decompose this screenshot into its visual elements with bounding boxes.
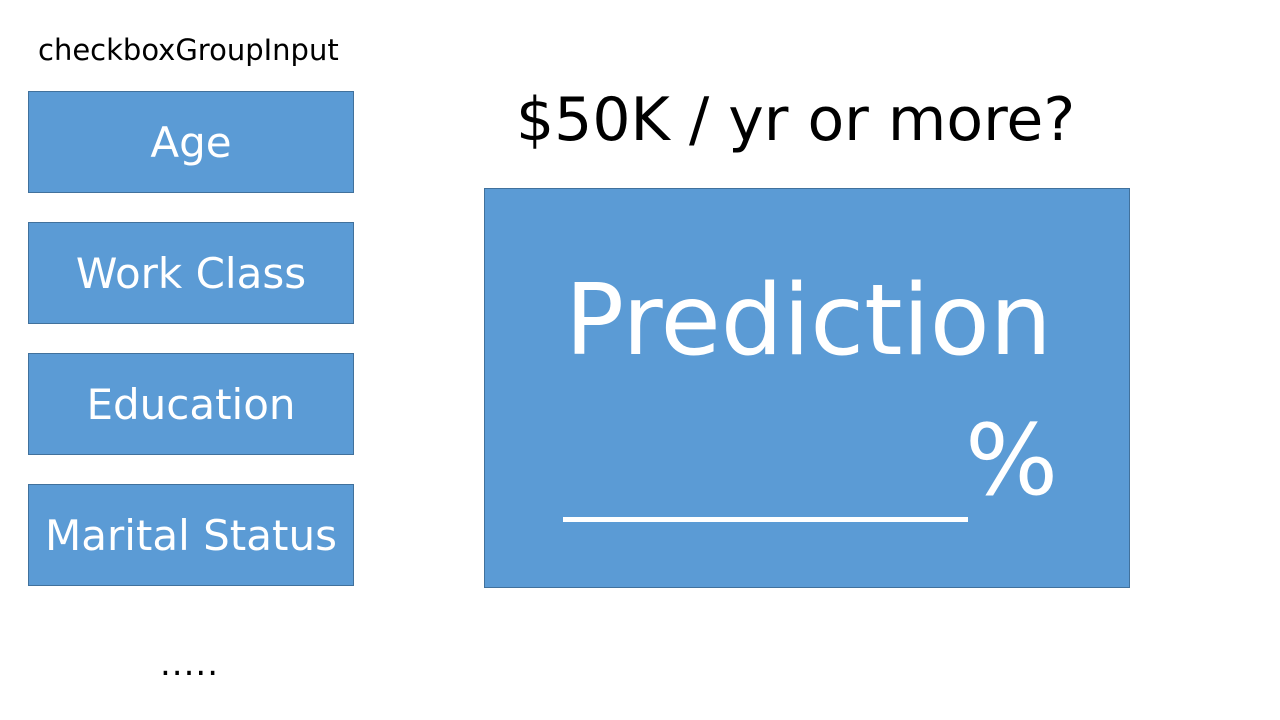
- option-marital-status-label: Marital Status: [45, 510, 337, 560]
- prediction-title: Prediction: [565, 264, 1052, 378]
- prediction-percent-sign: %: [965, 404, 1059, 518]
- option-education-label: Education: [86, 379, 296, 429]
- prediction-value-blank: [563, 517, 968, 522]
- option-work-class-label: Work Class: [75, 248, 307, 298]
- more-options-indicator: .....: [160, 644, 220, 684]
- option-age-label: Age: [150, 117, 232, 167]
- prediction-output-panel: Prediction %: [484, 188, 1130, 588]
- checkbox-group-label: checkboxGroupInput: [38, 33, 339, 67]
- option-work-class[interactable]: Work Class: [28, 222, 354, 324]
- option-marital-status[interactable]: Marital Status: [28, 484, 354, 586]
- option-age[interactable]: Age: [28, 91, 354, 193]
- option-education[interactable]: Education: [28, 353, 354, 455]
- income-question-heading: $50K / yr or more?: [516, 85, 1076, 155]
